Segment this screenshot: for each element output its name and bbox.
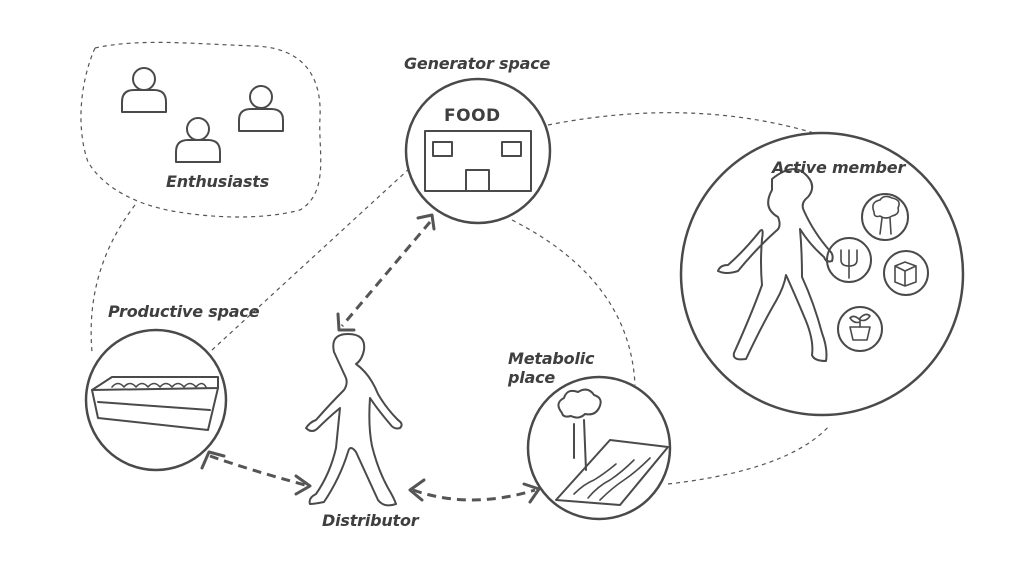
distributor-person-icon <box>305 333 403 507</box>
fork-badge-icon <box>826 237 872 283</box>
arrow-distributor-metabolic <box>408 478 541 504</box>
connector-enthusiasts-productive <box>90 204 136 353</box>
box-badge-icon <box>883 250 929 296</box>
enthusiast-person-icon-1 <box>121 67 167 113</box>
pot-plant-badge-icon <box>837 306 883 352</box>
arrow-productive-distributor <box>200 450 312 496</box>
connector-generator-active <box>547 112 831 139</box>
active-member-label: Active member <box>772 158 906 177</box>
enthusiasts-label: Enthusiasts <box>166 172 270 191</box>
productive-space-label: Productive space <box>108 302 260 321</box>
arrow-generator-distributor <box>336 213 436 332</box>
metabolic-place-label-line2: place <box>508 368 556 387</box>
productive-space-node <box>84 328 228 472</box>
enthusiasts-cloud <box>80 41 322 218</box>
thin-connectors <box>90 112 831 485</box>
food-store-icon <box>424 130 532 192</box>
connector-metabolic-active <box>667 424 831 485</box>
planter-box-icon <box>91 376 219 431</box>
tree-badge-icon <box>861 193 909 241</box>
active-member-node <box>679 131 965 417</box>
generator-space-label: Generator space <box>404 54 551 73</box>
metabolic-place-label-line1: Metabolic <box>508 349 595 368</box>
walking-person-icon <box>717 168 834 362</box>
generator-space-node <box>404 77 552 225</box>
metabolic-place-node <box>526 375 672 521</box>
enthusiast-person-icon-3 <box>175 117 221 163</box>
connector-generator-metabolic <box>511 219 636 386</box>
tree-field-icon <box>555 388 669 506</box>
connector-productive-generator <box>211 167 411 351</box>
enthusiast-person-icon-2 <box>238 85 284 132</box>
food-sign-text: FOOD <box>444 106 501 126</box>
distributor-label: Distributor <box>322 511 419 530</box>
